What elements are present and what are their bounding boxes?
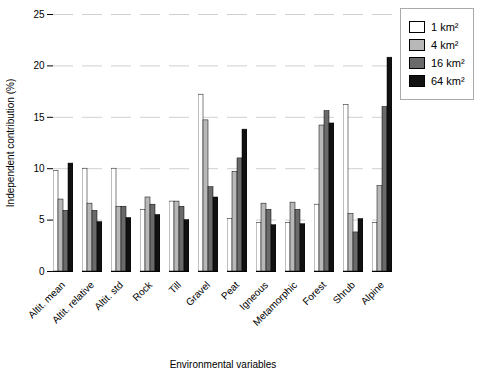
svg-text:Altit. relative: Altit. relative <box>50 279 97 326</box>
svg-text:Gravel: Gravel <box>184 279 213 308</box>
svg-text:Rock: Rock <box>130 279 155 304</box>
svg-text:10: 10 <box>33 163 45 174</box>
svg-text:Altit. std: Altit. std <box>92 279 125 312</box>
svg-text:Alpine: Alpine <box>359 279 387 307</box>
svg-text:Peat: Peat <box>219 279 241 301</box>
svg-text:25: 25 <box>33 9 45 20</box>
svg-text:Altit. mean: Altit. mean <box>26 279 68 321</box>
svg-text:5: 5 <box>39 214 45 225</box>
svg-text:Independent contribution (%): Independent contribution (%) <box>5 79 16 207</box>
svg-text:Shrub: Shrub <box>331 279 358 306</box>
html-text:16 km²: 16 km² <box>431 57 465 69</box>
html-text:1 km²: 1 km² <box>431 21 459 33</box>
svg-text:0: 0 <box>39 266 45 277</box>
svg-text:20: 20 <box>33 60 45 71</box>
svg-text:Till: Till <box>167 279 184 296</box>
svg-text:Environmental variables: Environmental variables <box>170 359 277 370</box>
html-text:4 km²: 4 km² <box>431 39 459 51</box>
svg-text:Igneous: Igneous <box>237 279 271 313</box>
svg-text:Metamorphic: Metamorphic <box>251 279 300 328</box>
svg-text:15: 15 <box>33 112 45 123</box>
html-text:64 km²: 64 km² <box>431 75 465 87</box>
svg-text:Forest: Forest <box>300 279 328 307</box>
